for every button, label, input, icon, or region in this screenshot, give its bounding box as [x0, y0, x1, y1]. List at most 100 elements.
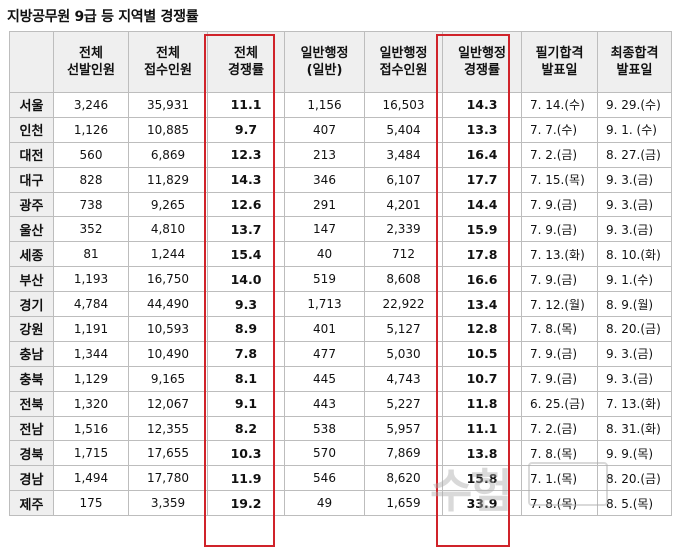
cell-admin-selected: 1,713: [284, 291, 365, 318]
cell-total-rate: 11.9: [207, 465, 285, 492]
cell-total-rate: 8.1: [207, 365, 285, 392]
table-row: 부산 1,193 16,750 14.0 519 8,608 16.6 7. 9.(금) 9. …: [9, 266, 672, 293]
cell-admin-applicants: 3,484: [364, 141, 443, 168]
cell-admin-selected: 407: [284, 116, 365, 143]
cell-written-date: 7. 15.(목): [521, 166, 598, 193]
cell-region: 강원: [9, 316, 54, 342]
cell-region: 경남: [9, 465, 54, 492]
header-region: [9, 31, 54, 93]
cell-final-date: 8. 31.(화): [597, 415, 672, 442]
cell-admin-applicants: 5,957: [364, 415, 443, 442]
cell-region: 전남: [9, 415, 54, 442]
cell-total-rate: 9.3: [207, 291, 285, 318]
cell-written-date: 7. 2.(금): [521, 415, 598, 442]
cell-total-applicants: 12,067: [128, 390, 208, 417]
cell-admin-selected: 445: [284, 365, 365, 392]
table-row: 경북 1,715 17,655 10.3 570 7,869 13.8 7. 8.(목) 9. …: [9, 440, 672, 467]
table-row: 경남 1,494 17,780 11.9 546 8,620 15.8 7. 1.(목) 8. …: [9, 465, 672, 492]
cell-admin-applicants: 8,608: [364, 266, 443, 293]
cell-region: 전북: [9, 390, 54, 417]
cell-admin-applicants: 7,869: [364, 440, 443, 467]
cell-admin-rate: 15.9: [442, 216, 522, 243]
cell-total-selected: 1,191: [53, 316, 129, 342]
cell-total-rate: 9.1: [207, 390, 285, 417]
cell-written-date: 7. 13.(화): [521, 241, 598, 268]
cell-total-selected: 3,246: [53, 92, 129, 118]
cell-final-date: 8. 27.(금): [597, 141, 672, 168]
table-row: 대전 560 6,869 12.3 213 3,484 16.4 7. 2.(금) 8. 27.…: [9, 141, 672, 168]
cell-admin-rate: 11.8: [442, 390, 522, 417]
header-final-date: 최종합격 발표일: [597, 31, 672, 93]
cell-total-selected: 1,494: [53, 465, 129, 492]
cell-admin-rate: 17.8: [442, 241, 522, 268]
table-row: 인천 1,126 10,885 9.7 407 5,404 13.3 7. 7.(수) 9. 1…: [9, 116, 672, 143]
cell-admin-rate: 14.3: [442, 92, 522, 118]
cell-written-date: 7. 14.(수): [521, 92, 598, 118]
competition-rate-table: 전체 선발인원 전체 접수인원 전체 경쟁률 일반행정 (일반) 일반행정 접수인원 일반…: [9, 31, 672, 517]
cell-region: 부산: [9, 266, 54, 293]
cell-admin-selected: 147: [284, 216, 365, 243]
cell-admin-applicants: 22,922: [364, 291, 443, 318]
table-row: 충북 1,129 9,165 8.1 445 4,743 10.7 7. 9.(금) 9. 3.…: [9, 365, 672, 392]
cell-total-selected: 828: [53, 166, 129, 193]
cell-total-selected: 1,126: [53, 116, 129, 143]
cell-admin-applicants: 8,620: [364, 465, 443, 492]
cell-total-rate: 7.8: [207, 340, 285, 367]
cell-admin-rate: 12.8: [442, 316, 522, 342]
cell-admin-rate: 11.1: [442, 415, 522, 442]
cell-total-selected: 1,320: [53, 390, 129, 417]
cell-total-rate: 15.4: [207, 241, 285, 268]
cell-total-applicants: 44,490: [128, 291, 208, 318]
header-total-applicants: 전체 접수인원: [128, 31, 208, 93]
table-row: 강원 1,191 10,593 8.9 401 5,127 12.8 7. 8.(목) 8. 2…: [9, 316, 672, 342]
cell-final-date: 8. 20.(금): [597, 316, 672, 342]
cell-region: 세종: [9, 241, 54, 268]
header-total-selected: 전체 선발인원: [53, 31, 129, 93]
cell-admin-rate: 13.3: [442, 116, 522, 143]
cell-admin-selected: 570: [284, 440, 365, 467]
cell-final-date: 8. 10.(화): [597, 241, 672, 268]
cell-total-applicants: 12,355: [128, 415, 208, 442]
cell-total-applicants: 4,810: [128, 216, 208, 243]
cell-total-applicants: 3,359: [128, 490, 208, 517]
cell-admin-applicants: 712: [364, 241, 443, 268]
header-total-rate: 전체 경쟁률: [207, 31, 285, 93]
cell-admin-applicants: 5,227: [364, 390, 443, 417]
cell-written-date: 7. 9.(금): [521, 365, 598, 392]
cell-admin-selected: 1,156: [284, 92, 365, 118]
cell-admin-applicants: 4,201: [364, 191, 443, 218]
cell-admin-selected: 213: [284, 141, 365, 168]
cell-total-selected: 1,516: [53, 415, 129, 442]
cell-total-selected: 175: [53, 490, 129, 517]
cell-written-date: 7. 8.(목): [521, 490, 598, 517]
cell-region: 충북: [9, 365, 54, 392]
table-row: 울산 352 4,810 13.7 147 2,339 15.9 7. 9.(금) 9. 3.(…: [9, 216, 672, 243]
cell-final-date: 9. 3.(금): [597, 216, 672, 243]
cell-final-date: 9. 29.(수): [597, 92, 672, 118]
cell-total-selected: 1,715: [53, 440, 129, 467]
cell-region: 울산: [9, 216, 54, 243]
cell-total-applicants: 11,829: [128, 166, 208, 193]
cell-total-selected: 1,193: [53, 266, 129, 293]
cell-region: 경북: [9, 440, 54, 467]
table-row: 전북 1,320 12,067 9.1 443 5,227 11.8 6. 25.(금) 7. …: [9, 390, 672, 417]
cell-admin-applicants: 5,404: [364, 116, 443, 143]
cell-admin-selected: 538: [284, 415, 365, 442]
cell-admin-rate: 16.6: [442, 266, 522, 293]
cell-final-date: 8. 9.(월): [597, 291, 672, 318]
cell-total-rate: 12.6: [207, 191, 285, 218]
table-header-row: 전체 선발인원 전체 접수인원 전체 경쟁률 일반행정 (일반) 일반행정 접수인원 일반…: [9, 31, 672, 93]
cell-admin-applicants: 6,107: [364, 166, 443, 193]
cell-total-rate: 10.3: [207, 440, 285, 467]
cell-total-selected: 1,129: [53, 365, 129, 392]
cell-admin-selected: 40: [284, 241, 365, 268]
cell-admin-rate: 14.4: [442, 191, 522, 218]
cell-final-date: 9. 3.(금): [597, 191, 672, 218]
cell-region: 제주: [9, 490, 54, 517]
cell-total-rate: 14.0: [207, 266, 285, 293]
table-row: 광주 738 9,265 12.6 291 4,201 14.4 7. 9.(금) 9. 3.(…: [9, 191, 672, 218]
cell-admin-applicants: 2,339: [364, 216, 443, 243]
cell-final-date: 9. 3.(금): [597, 340, 672, 367]
cell-total-selected: 1,344: [53, 340, 129, 367]
cell-admin-selected: 401: [284, 316, 365, 342]
